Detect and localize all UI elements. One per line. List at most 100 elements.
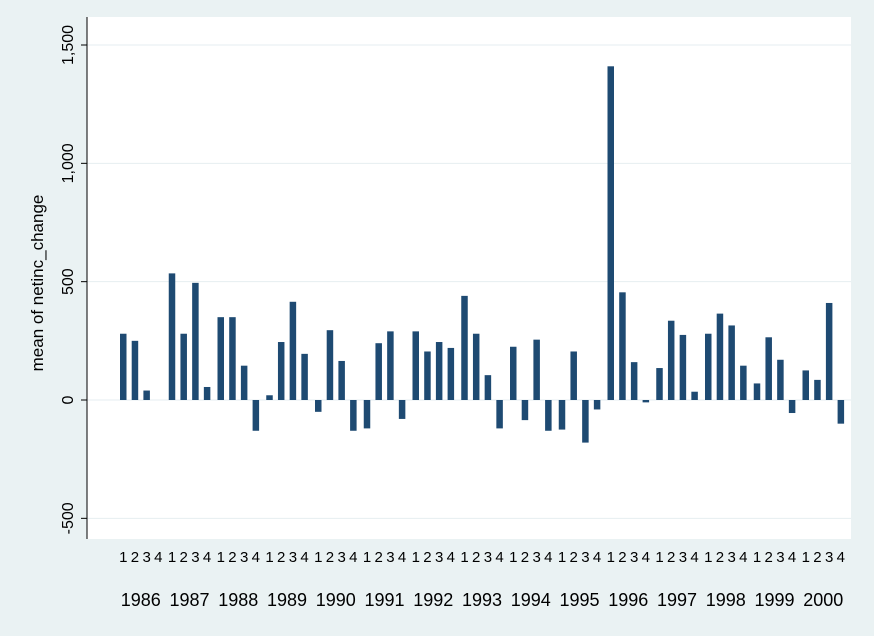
bar: [131, 340, 139, 400]
bar: [338, 360, 345, 400]
group-label: 1998: [706, 590, 746, 610]
plot-area: [87, 17, 851, 539]
bar: [363, 400, 371, 429]
subcategory-label: 3: [191, 549, 199, 566]
subcategory-label: 1: [509, 549, 517, 566]
group-label: 1997: [657, 590, 697, 610]
group-label: 1999: [755, 590, 795, 610]
subcategory-label: 1: [314, 549, 322, 566]
subcategory-label: 1: [655, 549, 663, 566]
subcategory-label: 1: [607, 549, 615, 566]
bar: [533, 339, 540, 400]
bar: [398, 400, 406, 419]
bar: [570, 351, 577, 400]
bar: [472, 333, 480, 400]
subcategory-label: 4: [739, 549, 747, 566]
bar: [277, 342, 285, 400]
bar: [289, 301, 297, 400]
bar: [582, 400, 589, 443]
bar: [266, 395, 273, 400]
bar: [679, 334, 687, 400]
bar: [667, 320, 675, 400]
bar: [301, 353, 308, 400]
bar: [825, 302, 833, 400]
subcategory-label: 3: [386, 549, 394, 566]
subcategory-label: 3: [289, 549, 297, 566]
subcategory-label: 4: [300, 549, 308, 566]
subcategory-label: 2: [716, 549, 724, 566]
subcategory-label: 1: [802, 549, 810, 566]
bar: [387, 331, 394, 400]
subcategory-label: 2: [228, 549, 236, 566]
subcategory-label: 3: [825, 549, 833, 566]
bar: [326, 330, 334, 400]
subcategory-label: 3: [776, 549, 784, 566]
bar: [120, 333, 127, 400]
subcategory-label: 4: [690, 549, 698, 566]
bar: [814, 379, 821, 400]
bar: [740, 365, 747, 400]
bar: [412, 331, 419, 400]
subcategory-label: 4: [837, 549, 845, 566]
bar: [240, 365, 248, 400]
subcategory-label: 4: [495, 549, 503, 566]
bar: [642, 400, 650, 403]
y-tick-label: 500: [60, 268, 77, 295]
subcategory-label: 1: [363, 549, 371, 566]
subcategory-label: 4: [788, 549, 796, 566]
subcategory-label: 1: [217, 549, 225, 566]
y-tick-label: 1,500: [60, 25, 77, 65]
bar: [753, 383, 761, 400]
subcategory-label: 2: [667, 549, 675, 566]
group-label: 1990: [316, 590, 356, 610]
bar: [656, 368, 663, 400]
subcategory-label: 1: [168, 549, 176, 566]
bar: [496, 400, 503, 429]
bar: [143, 390, 150, 400]
y-tick-label: 0: [60, 395, 77, 404]
bar: [484, 375, 492, 400]
bar: [424, 351, 431, 400]
bar: [252, 400, 260, 431]
subcategory-label: 2: [375, 549, 383, 566]
subcategory-label: 2: [131, 549, 139, 566]
bar: [607, 66, 614, 401]
bar: [728, 325, 735, 400]
bar: [350, 400, 357, 431]
bar: [435, 342, 443, 400]
subcategory-label: 3: [484, 549, 492, 566]
subcategory-label: 2: [277, 549, 285, 566]
bar: [375, 343, 382, 400]
bar: [510, 346, 517, 400]
group-label: 1994: [511, 590, 551, 610]
subcategory-label: 1: [412, 549, 420, 566]
group-label: 1995: [560, 590, 600, 610]
subcategory-label: 4: [349, 549, 357, 566]
subcategory-label: 2: [813, 549, 821, 566]
subcategory-label: 3: [435, 549, 443, 566]
subcategory-label: 2: [570, 549, 578, 566]
subcategory-label: 3: [142, 549, 150, 566]
subcategory-label: 3: [240, 549, 248, 566]
subcategory-label: 3: [337, 549, 345, 566]
subcategory-label: 4: [252, 549, 260, 566]
bars: [120, 66, 845, 443]
y-axis-ticks: -500 0 500 1,000 1,500: [60, 25, 87, 534]
y-tick-label: 1,000: [60, 143, 77, 183]
bar: [461, 295, 468, 400]
subcategory-label: 4: [154, 549, 162, 566]
subcategory-label: 4: [203, 549, 211, 566]
group-label: 1987: [170, 590, 210, 610]
subcategory-label: 1: [265, 549, 273, 566]
group-label: 1996: [608, 590, 648, 610]
bar: [788, 400, 796, 414]
group-label: 2000: [803, 590, 843, 610]
bar: [168, 273, 176, 400]
subcategory-label: 1: [119, 549, 127, 566]
group-label: 1993: [462, 590, 502, 610]
subcategory-label: 2: [618, 549, 626, 566]
group-label: 1986: [121, 590, 161, 610]
group-label: 1992: [413, 590, 453, 610]
subcategory-label: 4: [544, 549, 552, 566]
subcategory-label: 4: [642, 549, 650, 566]
